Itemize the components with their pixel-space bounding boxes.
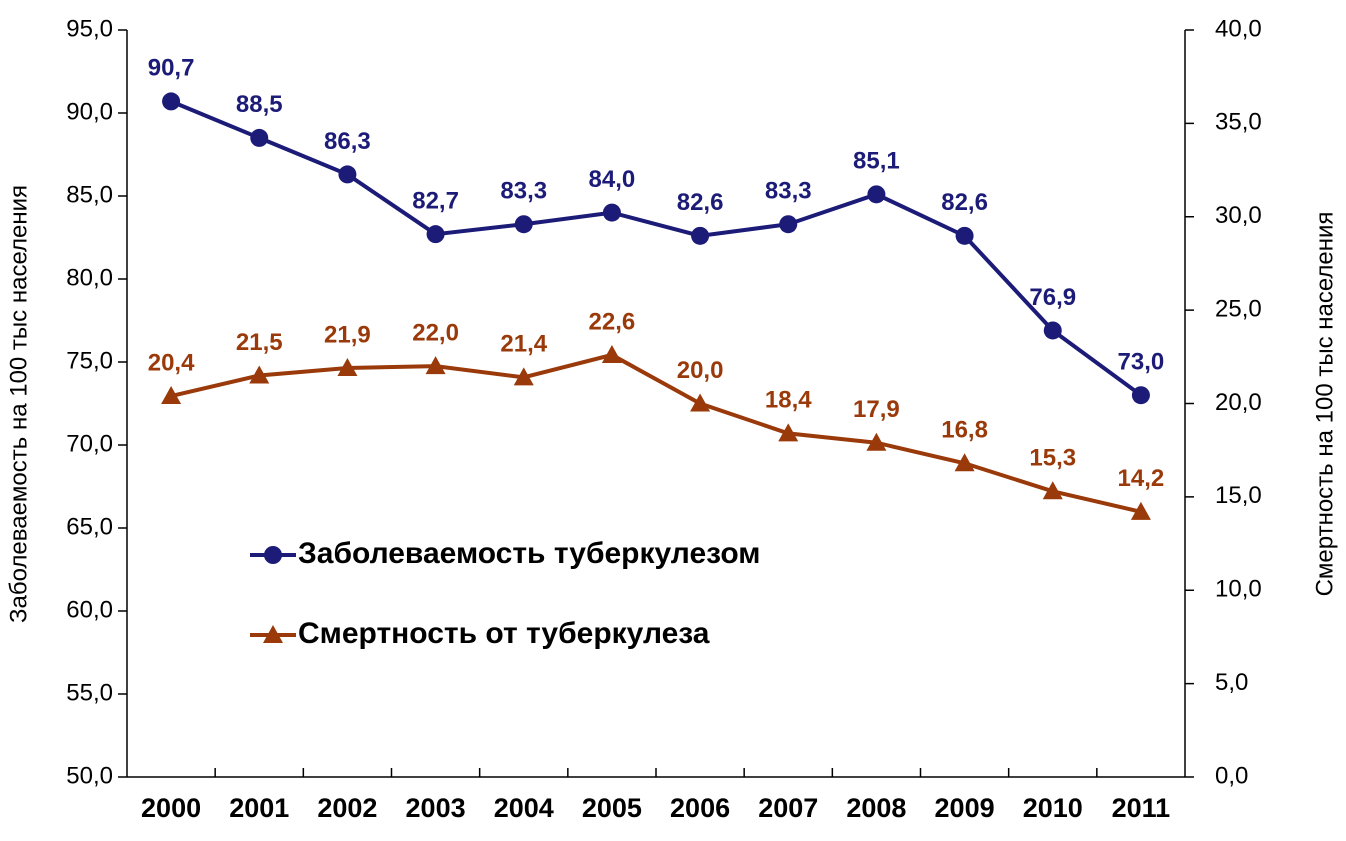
data-label: 16,8	[941, 417, 988, 444]
point	[691, 226, 710, 245]
data-label: 20,4	[148, 349, 195, 376]
data-label: 84,0	[589, 166, 636, 193]
point	[602, 203, 621, 222]
data-label: 20,0	[677, 357, 724, 384]
point	[1043, 321, 1062, 340]
y-tick-label: 60,0	[66, 596, 113, 623]
legend-marker	[264, 546, 282, 564]
point	[1131, 386, 1150, 405]
data-label: 18,4	[765, 387, 812, 414]
point	[162, 92, 181, 111]
y-axis-label: Заболеваемость на 100 тыс населения	[5, 185, 32, 623]
data-label: 21,9	[324, 321, 371, 348]
y-tick-label: 55,0	[66, 679, 113, 706]
point	[425, 356, 446, 375]
data-label: 82,6	[941, 189, 988, 216]
data-label: 73,0	[1118, 349, 1165, 376]
y-tick-label: 65,0	[66, 513, 113, 540]
point	[690, 393, 711, 412]
data-label: 22,6	[589, 308, 636, 335]
data-label: 90,7	[148, 55, 195, 82]
y2-axis-label: Смертность на 100 тыс населения	[1311, 212, 1338, 597]
legend-label: Заболеваемость туберкулезом	[298, 537, 760, 570]
data-label: 88,5	[236, 91, 283, 118]
data-label: 83,3	[765, 178, 812, 205]
point	[867, 185, 886, 204]
data-label: 21,5	[236, 329, 283, 356]
point	[514, 215, 533, 234]
data-label: 85,1	[853, 148, 900, 175]
point	[337, 358, 358, 377]
x-tick-label: 2009	[935, 793, 995, 823]
legend-marker	[263, 625, 283, 643]
legend-label: Смертность от туберкулеза	[298, 617, 710, 650]
point	[779, 215, 798, 234]
point	[778, 423, 799, 442]
point	[161, 386, 182, 405]
data-label: 15,3	[1029, 445, 1076, 472]
point	[426, 225, 445, 244]
series-line	[170, 352, 1142, 514]
y-tick-label: 50,0	[66, 762, 113, 789]
y-tick-label: 95,0	[66, 15, 113, 42]
data-label: 22,0	[412, 319, 459, 346]
point	[1042, 481, 1063, 500]
data-label: 86,3	[324, 128, 371, 155]
y-tick-label: 80,0	[66, 264, 113, 291]
y-tick-label: 90,0	[66, 98, 113, 125]
y2-tick-label: 5,0	[1215, 669, 1248, 696]
data-label: 83,3	[500, 178, 547, 205]
point	[249, 365, 270, 384]
y-tick-label: 75,0	[66, 347, 113, 374]
y2-tick-label: 40,0	[1215, 15, 1262, 42]
point	[1130, 501, 1151, 520]
x-tick-label: 2000	[141, 793, 201, 823]
x-tick-label: 2001	[229, 793, 289, 823]
x-tick-label: 2010	[1023, 793, 1083, 823]
y2-tick-label: 10,0	[1215, 576, 1262, 603]
x-tick-label: 2008	[846, 793, 906, 823]
data-label: 76,9	[1029, 284, 1076, 311]
point	[513, 367, 534, 386]
y2-tick-label: 30,0	[1215, 202, 1262, 229]
y2-tick-label: 25,0	[1215, 295, 1262, 322]
x-tick-label: 2006	[670, 793, 730, 823]
series-line	[170, 99, 1143, 397]
y2-tick-label: 15,0	[1215, 482, 1262, 509]
y2-tick-label: 20,0	[1215, 389, 1262, 416]
y-tick-label: 70,0	[66, 430, 113, 457]
data-label: 14,2	[1118, 465, 1165, 492]
y2-tick-label: 0,0	[1215, 762, 1248, 789]
data-label: 82,6	[677, 189, 724, 216]
x-tick-label: 2005	[582, 793, 642, 823]
point	[250, 128, 269, 147]
y-tick-label: 85,0	[66, 181, 113, 208]
point	[338, 165, 357, 184]
x-tick-label: 2003	[406, 793, 466, 823]
x-tick-label: 2004	[494, 793, 554, 823]
data-label: 82,7	[412, 188, 459, 215]
point	[601, 344, 622, 363]
data-label: 21,4	[500, 331, 547, 358]
x-tick-label: 2002	[317, 793, 377, 823]
data-label: 17,9	[853, 396, 900, 423]
x-tick-label: 2007	[758, 793, 818, 823]
x-tick-label: 2011	[1112, 793, 1171, 823]
point	[955, 226, 974, 245]
point	[866, 432, 887, 451]
point	[954, 453, 975, 472]
y2-tick-label: 35,0	[1215, 109, 1262, 136]
